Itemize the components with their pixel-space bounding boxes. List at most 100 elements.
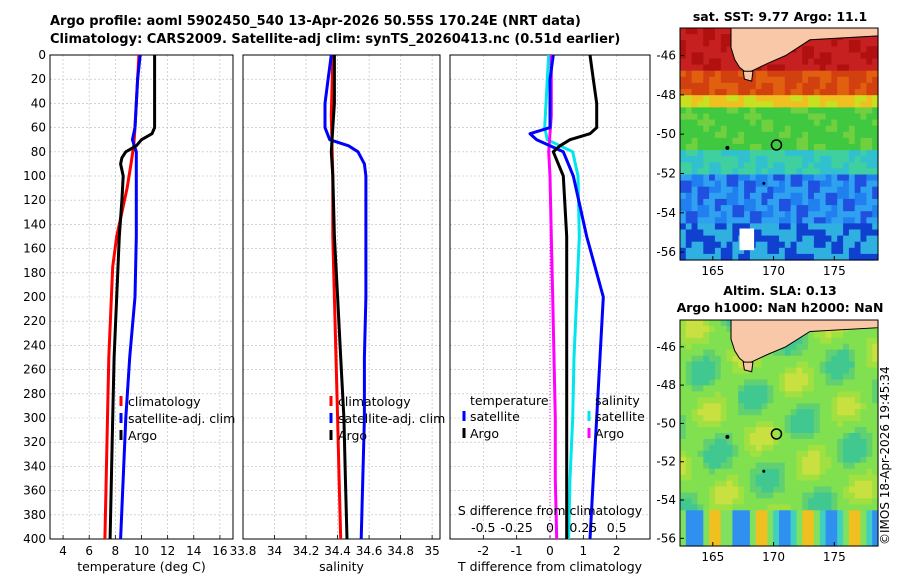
- map-cell: [866, 198, 873, 206]
- map-cell: [813, 253, 821, 261]
- map-cell: [738, 186, 745, 194]
- map-cell: [703, 337, 710, 345]
- map-cell: [720, 397, 728, 404]
- series-line-argo: [108, 55, 157, 540]
- map-cell: [843, 534, 850, 541]
- map-cell: [872, 421, 879, 428]
- map-cell: [709, 70, 716, 78]
- map-cell: [680, 253, 687, 261]
- map-cell: [802, 198, 809, 206]
- map-cell: [732, 101, 739, 108]
- map-cell: [819, 125, 827, 133]
- map-cell: [784, 137, 792, 145]
- ytick-label: 360: [23, 484, 46, 498]
- map-cell: [714, 391, 722, 398]
- map-cell: [755, 241, 763, 249]
- map-cell: [784, 247, 792, 255]
- map-cell: [843, 522, 850, 529]
- map-cell: [784, 64, 792, 72]
- map-cell: [685, 379, 693, 386]
- map-cell: [691, 46, 698, 53]
- map-cell: [749, 516, 757, 523]
- map-cell: [691, 367, 698, 375]
- map-cell: [714, 156, 722, 163]
- xtick-label: 33.8: [230, 544, 257, 558]
- map-cell: [720, 343, 728, 351]
- map-cell: [749, 379, 757, 386]
- map-cell: [685, 168, 693, 176]
- map-cell: [779, 355, 786, 363]
- map-cell: [761, 131, 768, 139]
- map-cell: [860, 456, 867, 464]
- map-cell: [685, 198, 693, 206]
- map-cell: [767, 156, 774, 163]
- map-cell: [831, 427, 838, 434]
- map-cell: [860, 107, 867, 115]
- map-cell: [680, 397, 687, 404]
- map-cell: [825, 480, 832, 488]
- map-cell: [872, 492, 879, 499]
- map-cell: [703, 421, 710, 428]
- map-cell: [697, 198, 704, 206]
- map-cell: [761, 64, 768, 72]
- map-cell: [784, 113, 792, 121]
- map-cell: [860, 101, 867, 108]
- map-cell: [831, 40, 838, 47]
- map-cell: [819, 486, 827, 493]
- map-cell: [685, 89, 693, 96]
- map-cell: [732, 150, 739, 157]
- map-cell: [744, 492, 751, 499]
- series-line-t-argo: [551, 54, 599, 539]
- map-cell: [732, 361, 739, 369]
- map-cell: [691, 198, 698, 206]
- map-cell: [837, 540, 844, 547]
- map-cell: [843, 137, 850, 145]
- map-cell: [819, 409, 827, 416]
- map-cell: [790, 421, 797, 428]
- map-cell: [790, 433, 797, 440]
- map-cell: [819, 131, 827, 139]
- map-cell: [808, 119, 815, 127]
- map-cell: [872, 174, 879, 182]
- map-cell: [697, 397, 704, 404]
- map-cell: [755, 95, 763, 102]
- map-cell: [802, 373, 809, 380]
- map-cell: [685, 492, 693, 499]
- map-cell: [784, 474, 792, 482]
- map-cell: [831, 180, 838, 188]
- map-cell: [726, 355, 733, 363]
- ytick-label: 400: [23, 532, 46, 546]
- map-cell: [709, 64, 716, 72]
- map-cell: [843, 217, 850, 224]
- map-cell: [767, 534, 774, 541]
- map-cell: [790, 385, 797, 392]
- map-cell: [738, 504, 745, 511]
- map-cell: [813, 125, 821, 133]
- map-cell: [767, 82, 774, 90]
- map-cell: [738, 107, 745, 115]
- map-cell: [697, 438, 704, 446]
- map-cell: [738, 444, 745, 452]
- map-cell: [784, 168, 792, 176]
- map-cell: [744, 409, 751, 416]
- map-cell: [709, 217, 716, 224]
- map-cell: [790, 379, 797, 386]
- map-cell: [773, 186, 780, 194]
- map-cell: [808, 516, 815, 523]
- map-ytick-label: -48: [656, 378, 676, 392]
- map-cell: [709, 174, 716, 182]
- map-cell: [848, 235, 856, 243]
- map-cell: [680, 76, 687, 84]
- map-cell: [854, 450, 862, 458]
- map-cell: [860, 367, 867, 375]
- map-cell: [813, 379, 821, 386]
- land-stewart-island: [742, 70, 754, 82]
- map-cell: [767, 498, 774, 505]
- map-cell: [802, 82, 809, 90]
- map-cell: [790, 415, 797, 422]
- map-cell: [709, 89, 716, 96]
- map-cell: [813, 498, 821, 505]
- map-cell: [773, 540, 780, 547]
- map-cell: [796, 144, 803, 151]
- map-cell: [784, 70, 792, 78]
